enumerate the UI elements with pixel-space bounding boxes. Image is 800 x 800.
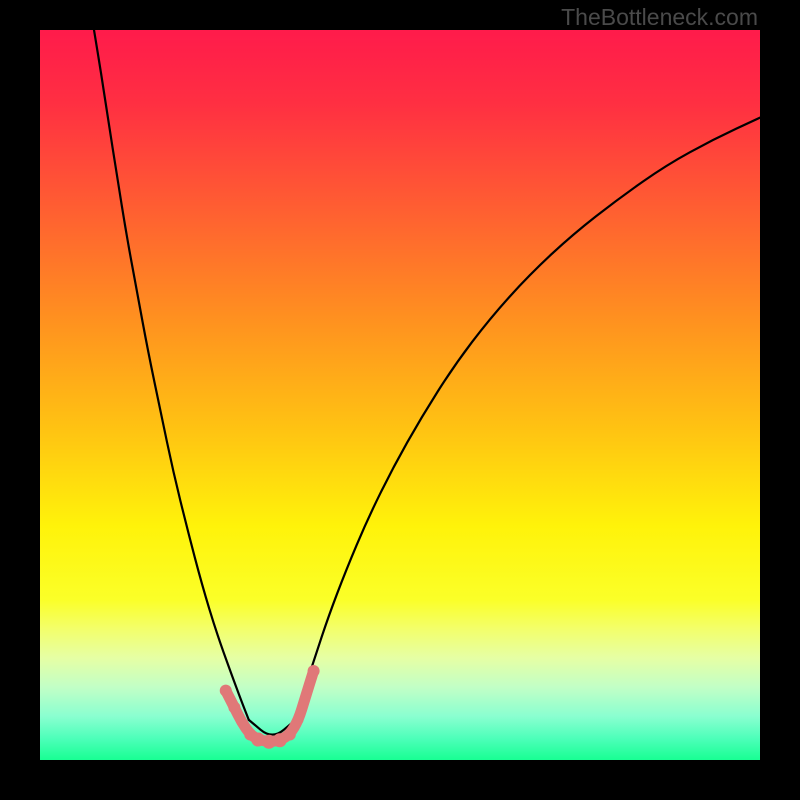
watermark-text: TheBottleneck.com bbox=[561, 4, 758, 31]
chart-container: TheBottleneck.com bbox=[0, 0, 800, 800]
plot-area bbox=[40, 30, 760, 760]
curve-overlay bbox=[40, 30, 760, 760]
